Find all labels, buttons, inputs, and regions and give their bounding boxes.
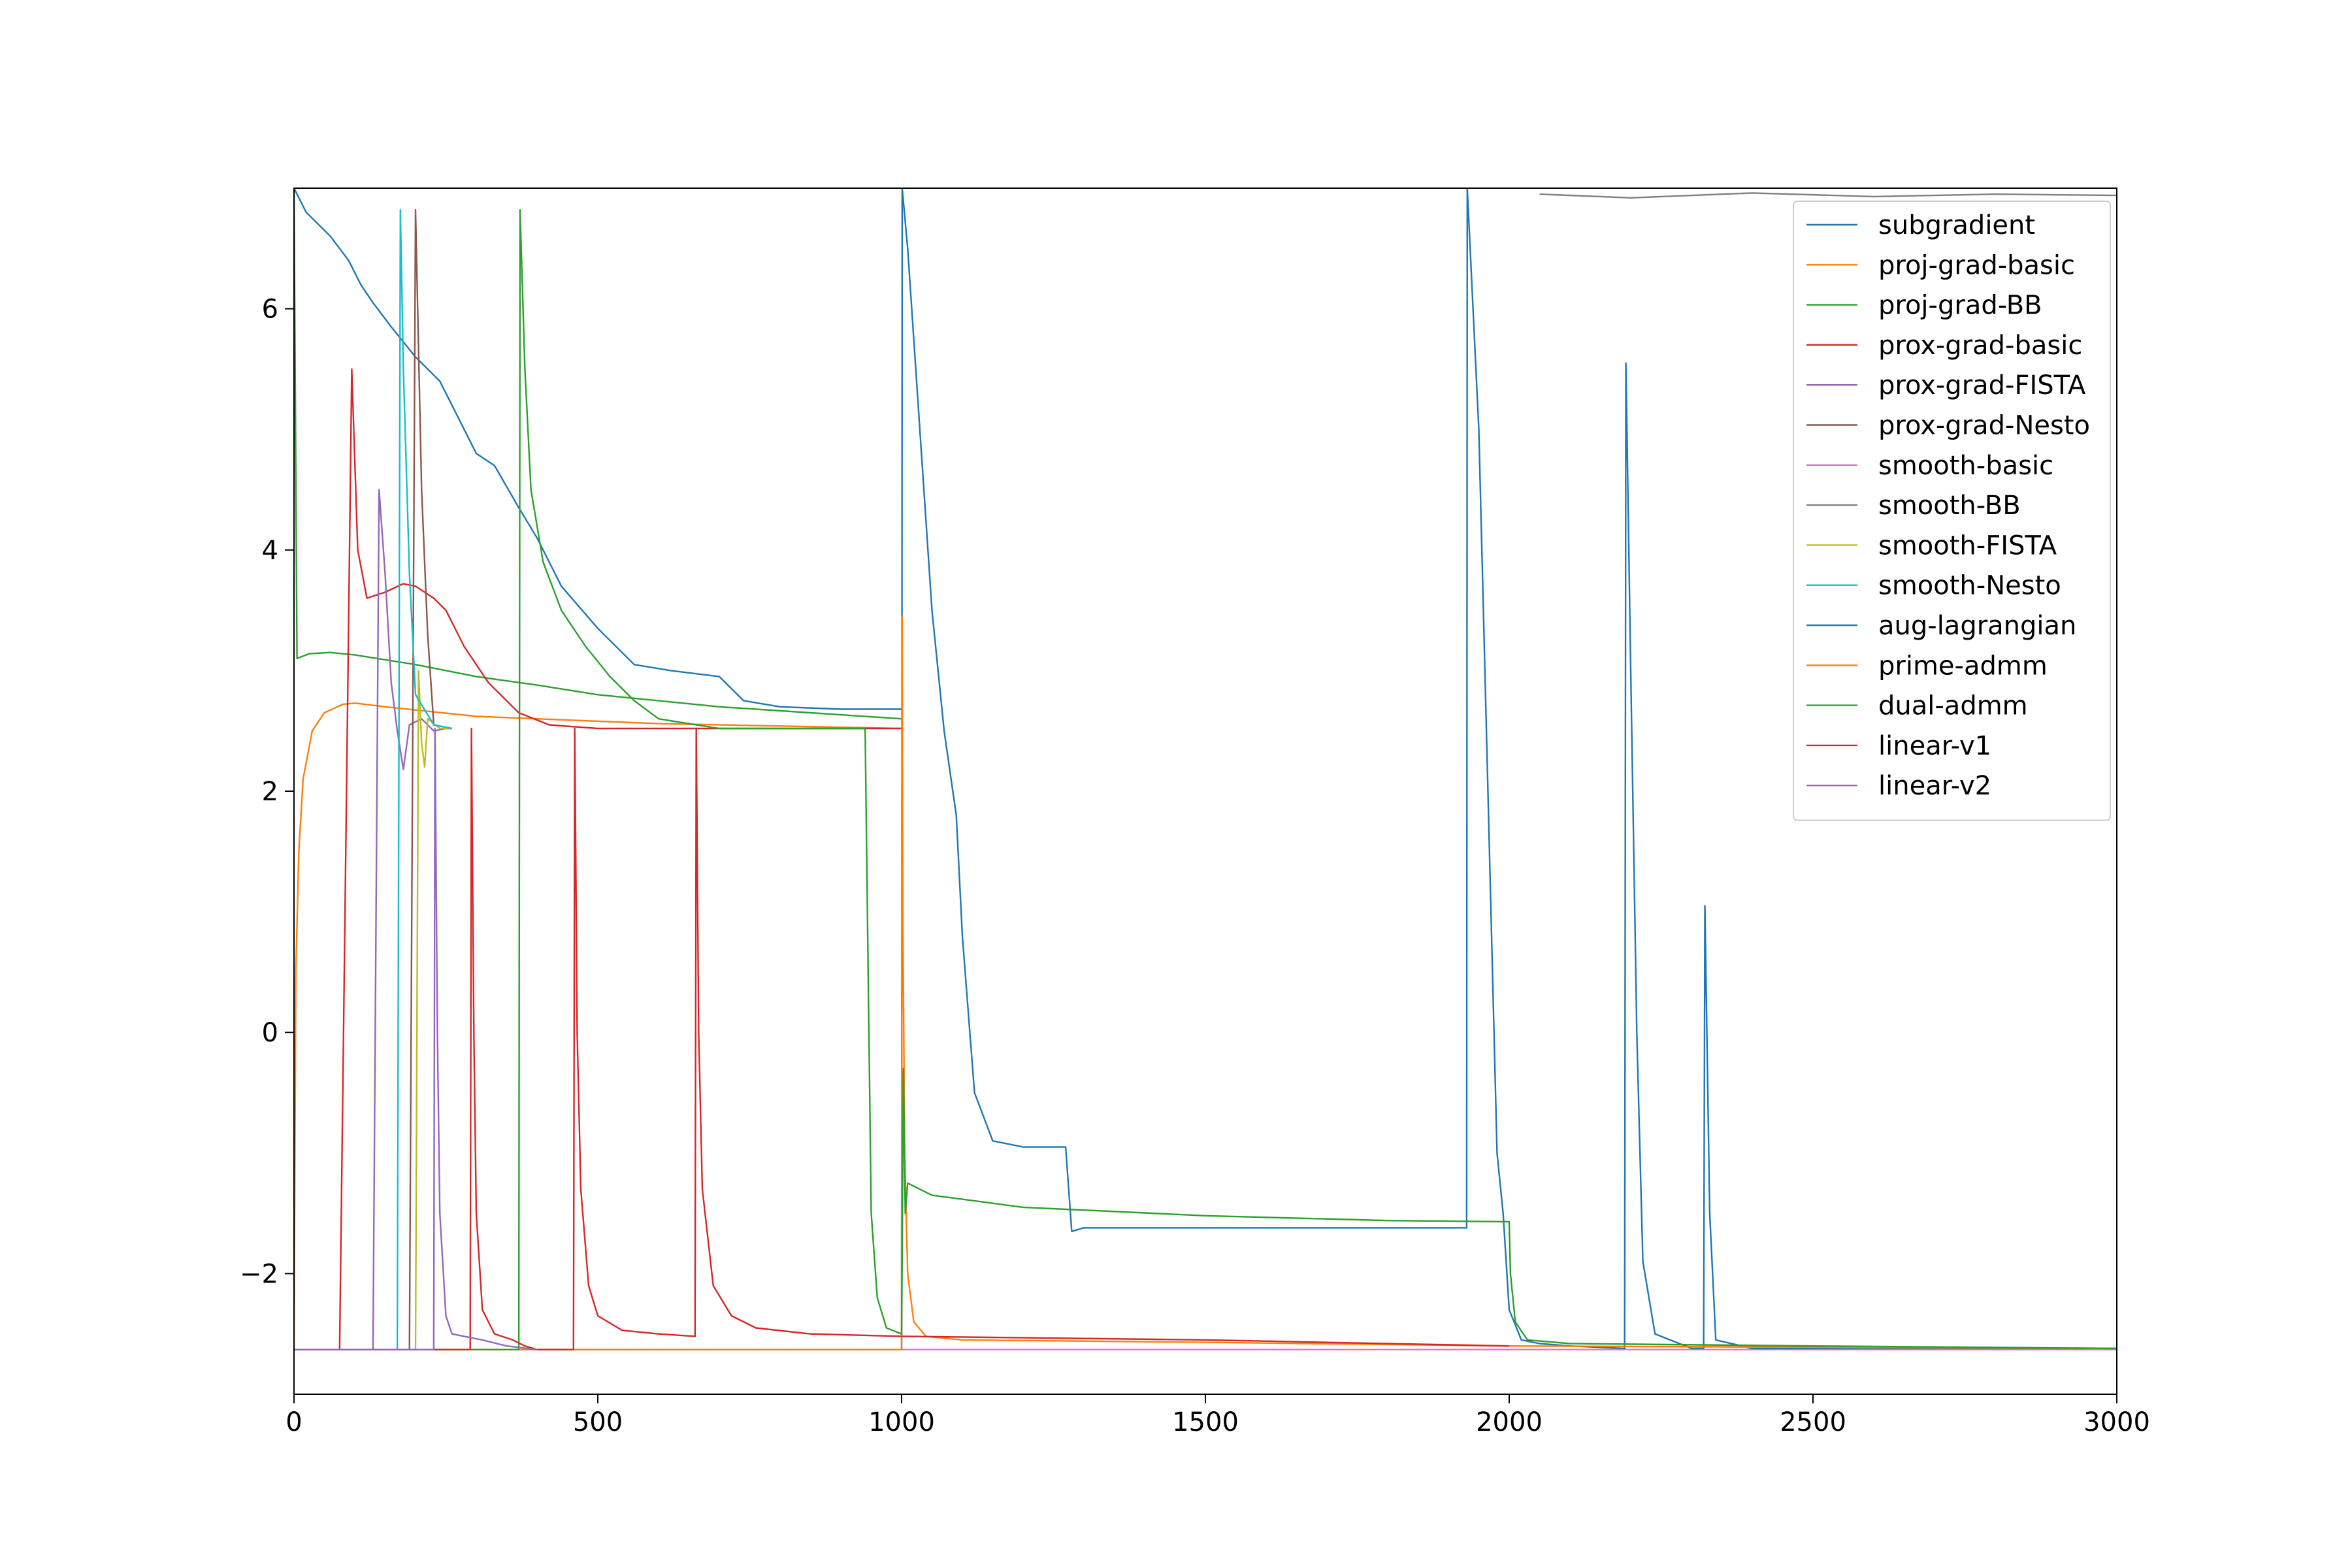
series-line-14 xyxy=(294,727,538,1350)
series-line-1 xyxy=(294,702,902,1350)
series-line-2 xyxy=(294,188,902,720)
series-line-11 xyxy=(294,615,2117,1350)
series-line-8 xyxy=(294,670,452,1350)
legend-label: linear-v1 xyxy=(1878,731,1991,761)
series-line-13 xyxy=(294,727,1510,1350)
legend-label: proj-grad-BB xyxy=(1878,291,2042,321)
legend-label: smooth-BB xyxy=(1878,491,2021,521)
series-line-10 xyxy=(294,188,2117,1350)
axis-ticks: 0 500 1000 1500 2000 2500 3000 −2 0 2 4 6 xyxy=(240,295,2150,1437)
legend-label: prox-grad-Nesto xyxy=(1878,411,2090,441)
legend-label: linear-v2 xyxy=(1878,771,1991,801)
series-line-0 xyxy=(294,188,902,710)
legend-label: prox-grad-basic xyxy=(1878,331,2082,361)
plot-series xyxy=(294,188,2117,1350)
x-tick-label: 1000 xyxy=(868,1407,935,1437)
y-tick-label: 2 xyxy=(262,777,278,807)
legend-label: prime-admm xyxy=(1878,651,2048,681)
legend-box xyxy=(1793,201,2111,821)
legend-label: aug-lagrangian xyxy=(1878,611,2076,641)
x-tick-label: 0 xyxy=(286,1407,302,1437)
x-tick-label: 2000 xyxy=(1476,1407,1543,1437)
x-tick-label: 3000 xyxy=(2083,1407,2150,1437)
legend-label: smooth-Nesto xyxy=(1878,571,2061,601)
series-line-3 xyxy=(294,368,902,1350)
series-line-7 xyxy=(1539,192,2117,199)
y-tick-label: −2 xyxy=(240,1259,278,1289)
legend-label: proj-grad-basic xyxy=(1878,250,2075,280)
x-tick-label: 500 xyxy=(573,1407,623,1437)
x-tick-label: 2500 xyxy=(1780,1407,1846,1437)
y-tick-label: 6 xyxy=(262,295,278,325)
legend-label: prox-grad-FISTA xyxy=(1878,370,2086,400)
y-tick-label: 0 xyxy=(262,1018,278,1048)
legend-label: smooth-FISTA xyxy=(1878,531,2057,561)
series-line-9 xyxy=(294,209,453,1350)
y-tick-label: 4 xyxy=(262,536,278,566)
legend: subgradient proj-grad-basic proj-grad-BB pr… xyxy=(1793,201,2111,821)
legend-label: dual-admm xyxy=(1878,691,2028,721)
legend-label: subgradient xyxy=(1878,210,2035,240)
x-tick-label: 1500 xyxy=(1172,1407,1239,1437)
series-line-12 xyxy=(294,209,2117,1350)
legend-label: smooth-basic xyxy=(1878,451,2053,481)
